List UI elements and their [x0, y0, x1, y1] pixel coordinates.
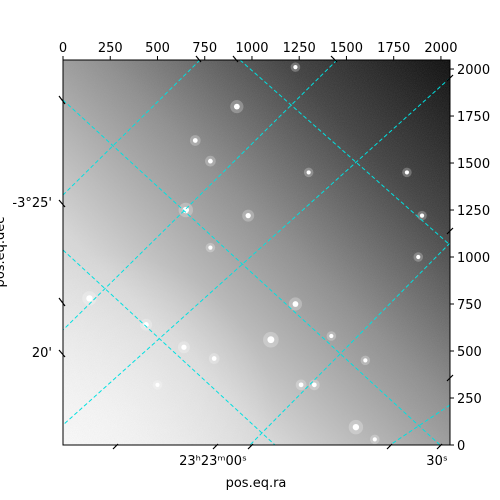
star — [143, 322, 149, 328]
grid-line — [239, 60, 450, 246]
star — [363, 358, 368, 363]
x-tick-label: 0 — [59, 41, 67, 56]
star — [352, 423, 360, 431]
x-tick-label: 250 — [98, 41, 123, 56]
grid-line — [249, 242, 450, 445]
star — [329, 333, 334, 339]
pixel-x-axis: 0 250 500 750 1000 1250 1500 1750 2000 — [59, 41, 457, 60]
x-tick-label: 1500 — [330, 41, 363, 56]
star — [155, 382, 160, 387]
wcs-edge-ticks — [58, 55, 454, 450]
wcs-tick-mark — [247, 443, 254, 450]
y-tick-label: 1500 — [457, 157, 490, 172]
grid-line — [63, 77, 450, 426]
x-tick-label: 750 — [192, 41, 217, 56]
y-tick-label: 1250 — [457, 204, 490, 219]
wcs-tick-mark — [330, 55, 338, 63]
y-axis-title: pos.eq.dec — [0, 217, 8, 288]
y-tick-label: 500 — [457, 345, 482, 360]
star — [416, 254, 421, 260]
star — [298, 382, 304, 388]
grid-line — [63, 99, 441, 445]
star — [192, 138, 198, 143]
star — [419, 213, 425, 218]
ra-tick-label: 30ˢ — [426, 454, 448, 469]
dec-tick-label: 20' — [32, 346, 52, 361]
ra-tick-label: 23ʰ23ᵐ00ˢ — [179, 454, 247, 469]
star — [245, 213, 251, 219]
star — [293, 65, 298, 70]
wcs-tick-mark — [232, 55, 239, 63]
coordinate-grid — [63, 60, 450, 445]
star — [208, 158, 213, 164]
dec-tick-label: -3°25' — [12, 196, 52, 211]
star — [372, 437, 377, 442]
star-field — [82, 62, 427, 445]
grid-line — [389, 404, 450, 445]
wcs-tick-mark — [212, 443, 219, 450]
star — [404, 170, 410, 175]
wcs-tick-mark — [195, 55, 202, 63]
star — [292, 301, 299, 307]
wcs-tick-mark — [112, 443, 119, 450]
x-tick-label: 1000 — [235, 41, 268, 56]
wcs-tick-mark — [436, 443, 443, 450]
x-axis-title: pos.eq.ra — [226, 476, 287, 491]
star — [267, 336, 275, 344]
x-tick-label: 1250 — [283, 41, 316, 56]
wcs-tick-mark — [58, 95, 66, 105]
wcs-tick-mark — [386, 443, 393, 450]
star — [311, 382, 317, 388]
y-tick-label: 1000 — [457, 251, 490, 266]
y-tick-label: 750 — [457, 298, 482, 313]
sensor-noise — [63, 60, 450, 445]
image-panel — [63, 60, 450, 445]
star — [208, 245, 213, 250]
wcs-tick-mark — [58, 199, 66, 208]
star — [86, 295, 93, 302]
star — [211, 356, 217, 361]
star — [181, 344, 187, 350]
y-tick-label: 1750 — [457, 110, 490, 125]
wcs-tick-mark — [58, 349, 66, 358]
pixel-y-axis: 0 250 500 750 1000 1250 1500 1750 2000 — [450, 63, 490, 454]
star — [306, 170, 311, 175]
x-tick-label: 2000 — [424, 41, 457, 56]
plot-frame — [62, 59, 451, 446]
grid-line — [63, 249, 276, 445]
x-tick-label: 1750 — [377, 41, 410, 56]
y-tick-label: 2000 — [457, 63, 490, 78]
wcs-tick-mark — [58, 297, 66, 307]
star — [233, 103, 240, 110]
x-tick-label: 500 — [145, 41, 170, 56]
wcs-tick-mark — [446, 227, 454, 235]
y-tick-label: 250 — [457, 392, 482, 407]
wcs-tick-mark — [446, 74, 454, 82]
y-tick-label: 0 — [457, 439, 465, 454]
grid-line — [63, 60, 338, 331]
wcs-tick-mark — [446, 374, 454, 382]
